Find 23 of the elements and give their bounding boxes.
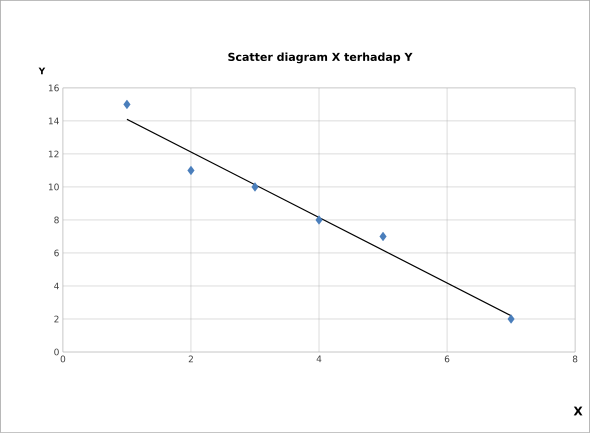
x-tick-label: 6 [444, 356, 450, 362]
y-tick-label: 16 [48, 84, 59, 92]
y-tick-label: 8 [54, 216, 59, 224]
y-tick-label: 12 [48, 150, 58, 158]
y-tick-label: 0 [54, 348, 59, 356]
y-tick-label: 14 [48, 118, 59, 124]
x-axis-title: X [574, 406, 582, 416]
y-tick-label: 4 [54, 282, 59, 290]
point [187, 166, 195, 176]
y-tick-label: 6 [54, 250, 59, 256]
chart-title: Scatter diagram X terhadap Y [228, 52, 413, 64]
x-tick-label: 4 [316, 356, 322, 362]
point [123, 100, 131, 110]
point [251, 182, 259, 192]
point [315, 215, 323, 225]
point [379, 232, 387, 242]
y-axis-title: Y [38, 68, 46, 74]
x-tick-label: 0 [60, 356, 66, 362]
y-tick-label: 2 [54, 316, 58, 322]
y-tick-label: 10 [48, 184, 59, 190]
x-tick-label: 2 [188, 356, 193, 362]
point [508, 314, 515, 324]
x-tick-label: 8 [572, 356, 578, 362]
